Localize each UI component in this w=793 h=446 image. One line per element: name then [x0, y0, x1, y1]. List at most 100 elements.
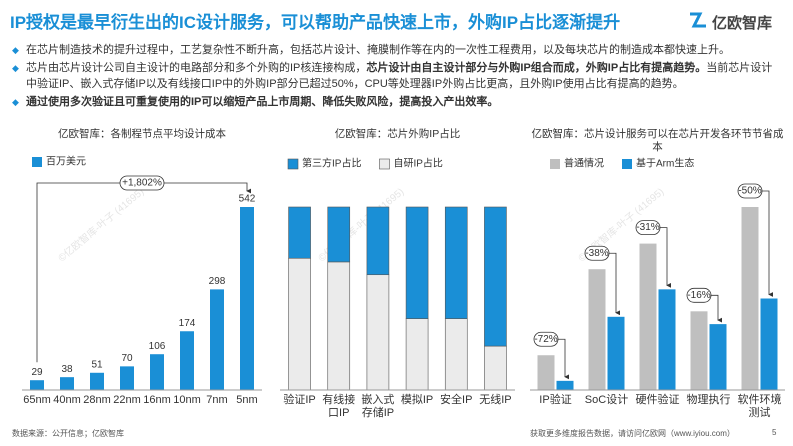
annotation-box — [119, 175, 165, 191]
legend-label: 百万美元 — [46, 155, 86, 168]
legend-swatch — [32, 157, 42, 167]
chart-title: 亿欧智库：芯片设计服务可以在芯片开发各环节节省成本 — [531, 128, 784, 153]
bar — [210, 289, 224, 390]
value-label: 298 — [209, 276, 226, 287]
bar — [90, 372, 104, 390]
page-number: 5 — [772, 428, 777, 437]
footer-note: 获取更多维度报告数据，请访问亿欧网（www.iyiou.com） — [530, 429, 735, 438]
legend-label: 普通情况 — [564, 157, 604, 170]
legend-swatch — [379, 158, 390, 170]
bullet-text: 芯片设计由自主设计部分与外购IP组合而成，外购IP占比有提高趋势。 — [366, 62, 707, 74]
annotation: -16% — [687, 290, 710, 301]
bar — [60, 377, 74, 390]
bar — [30, 380, 44, 390]
bar-segment — [327, 206, 351, 263]
value-label: 29 — [31, 367, 43, 378]
x-tick-label: 65nm — [23, 394, 51, 406]
source: 数据来源：公开信息；亿欧智库 — [12, 429, 124, 438]
bar-segment — [484, 206, 507, 347]
annotation: -31% — [636, 222, 659, 233]
chart-title: 亿欧智库：芯片外购IP占比 — [334, 128, 461, 140]
bar — [588, 269, 606, 390]
annotation: +1,802% — [122, 178, 162, 189]
bar — [180, 331, 194, 390]
annotation-arrow — [660, 227, 671, 288]
legend-label: 基于Arm生态 — [636, 157, 694, 170]
bar — [760, 298, 778, 390]
bar-segment — [366, 274, 390, 391]
watermark: ©亿欧智库-叶子 (41695) — [55, 185, 146, 264]
bar — [556, 380, 574, 390]
bar-segment — [405, 318, 429, 391]
x-tick-label: 40nm — [53, 394, 81, 406]
value-label: 38 — [61, 364, 73, 375]
bar — [639, 243, 657, 390]
bullet-text: 当前芯片设计中验证IP、嵌入式存储IP以及有线接口IP中的外购IP部分已超过50… — [26, 62, 773, 90]
value-label: 70 — [121, 353, 133, 364]
bar-segment — [288, 257, 311, 391]
annotation-box — [737, 183, 763, 199]
x-tick-label: 物理执行 — [686, 394, 731, 406]
x-tick-label: 16nm — [143, 394, 171, 406]
bar — [607, 316, 625, 390]
x-tick-label: 软件环境测试 — [737, 394, 782, 419]
bar-segment — [484, 345, 507, 391]
x-tick-label: 安全IP — [440, 394, 473, 406]
bullet-text: 在芯片制造技术的提升过程中，工艺复杂性不断升高，包括芯片设计、掩膜制作等在内的一… — [26, 44, 730, 56]
annotation-arrow — [609, 252, 620, 316]
x-tick-label: 验证IP — [283, 394, 316, 406]
logo: 亿欧智库 — [712, 15, 773, 32]
legend-swatch — [622, 159, 632, 169]
x-tick-label: 模拟IP — [400, 394, 434, 406]
annotation: -50% — [738, 186, 761, 197]
x-tick-label: 22nm — [113, 394, 141, 406]
x-tick-label: 有线接口IP — [322, 394, 356, 419]
bullet: 通过使用多次验证且可重复使用的IP可以缩短产品上市周期、降低失败风险，提高投入产… — [12, 94, 782, 110]
x-tick-label: 无线IP — [479, 394, 512, 406]
x-tick-label: 7nm — [206, 394, 228, 406]
annotation-box — [533, 331, 559, 347]
x-tick-label: 嵌入式存储IP — [361, 394, 395, 419]
bar — [150, 354, 164, 390]
bar-segment — [444, 318, 468, 391]
annotation-arrow — [762, 190, 773, 297]
bar — [658, 289, 676, 390]
bullet: 在芯片制造技术的提升过程中，工艺复杂性不断升高，包括芯片设计、掩膜制作等在内的一… — [12, 42, 782, 58]
annotation-arrow — [711, 294, 722, 323]
x-tick-label: 硬件验证 — [635, 394, 680, 406]
value-label: 174 — [179, 318, 196, 329]
annotation: -38% — [585, 248, 608, 259]
bar-segment — [288, 206, 311, 259]
title: IP授权是最早衍生出的IC设计服务，可以帮助产品快速上市，外购IP占比逐渐提升 — [10, 13, 621, 32]
annotation-box — [635, 220, 661, 236]
bar — [240, 207, 254, 390]
x-tick-label: 5nm — [236, 394, 258, 406]
bar-segment — [405, 206, 429, 319]
legend-swatch — [287, 158, 299, 170]
annotation-box — [584, 245, 610, 261]
bullet-text: 通过使用多次验证且可重复使用的IP可以缩短产品上市周期、降低失败风险，提高投入产… — [26, 96, 499, 108]
bullets: 在芯片制造技术的提升过程中，工艺复杂性不断升高，包括芯片设计、掩膜制作等在内的一… — [12, 42, 782, 112]
bullet: 芯片由芯片设计公司自主设计的电路部分和多个外购的IP核连接构成，芯片设计由自主设… — [12, 60, 782, 92]
annotation-arrow — [558, 338, 569, 380]
x-tick-label: SoC设计 — [584, 394, 629, 406]
legend-swatch — [550, 159, 560, 169]
bar — [537, 355, 555, 390]
bar — [741, 207, 759, 390]
value-label: 51 — [91, 359, 103, 370]
annotation: -72% — [534, 334, 557, 345]
legend-label: 自研IP占比 — [393, 157, 442, 170]
x-tick-label: 28nm — [83, 394, 111, 406]
bar — [120, 366, 134, 390]
annotation-box — [686, 287, 712, 303]
x-tick-label: 10nm — [173, 394, 201, 406]
bar-segment — [444, 206, 468, 319]
x-tick-label: IP验证 — [539, 394, 572, 406]
value-label: 106 — [149, 341, 166, 352]
bar-segment — [366, 206, 390, 276]
chart-title: 亿欧智库：各制程节点平均设计成本 — [58, 128, 226, 140]
bar-segment — [327, 261, 351, 391]
logo-icon — [690, 12, 706, 28]
